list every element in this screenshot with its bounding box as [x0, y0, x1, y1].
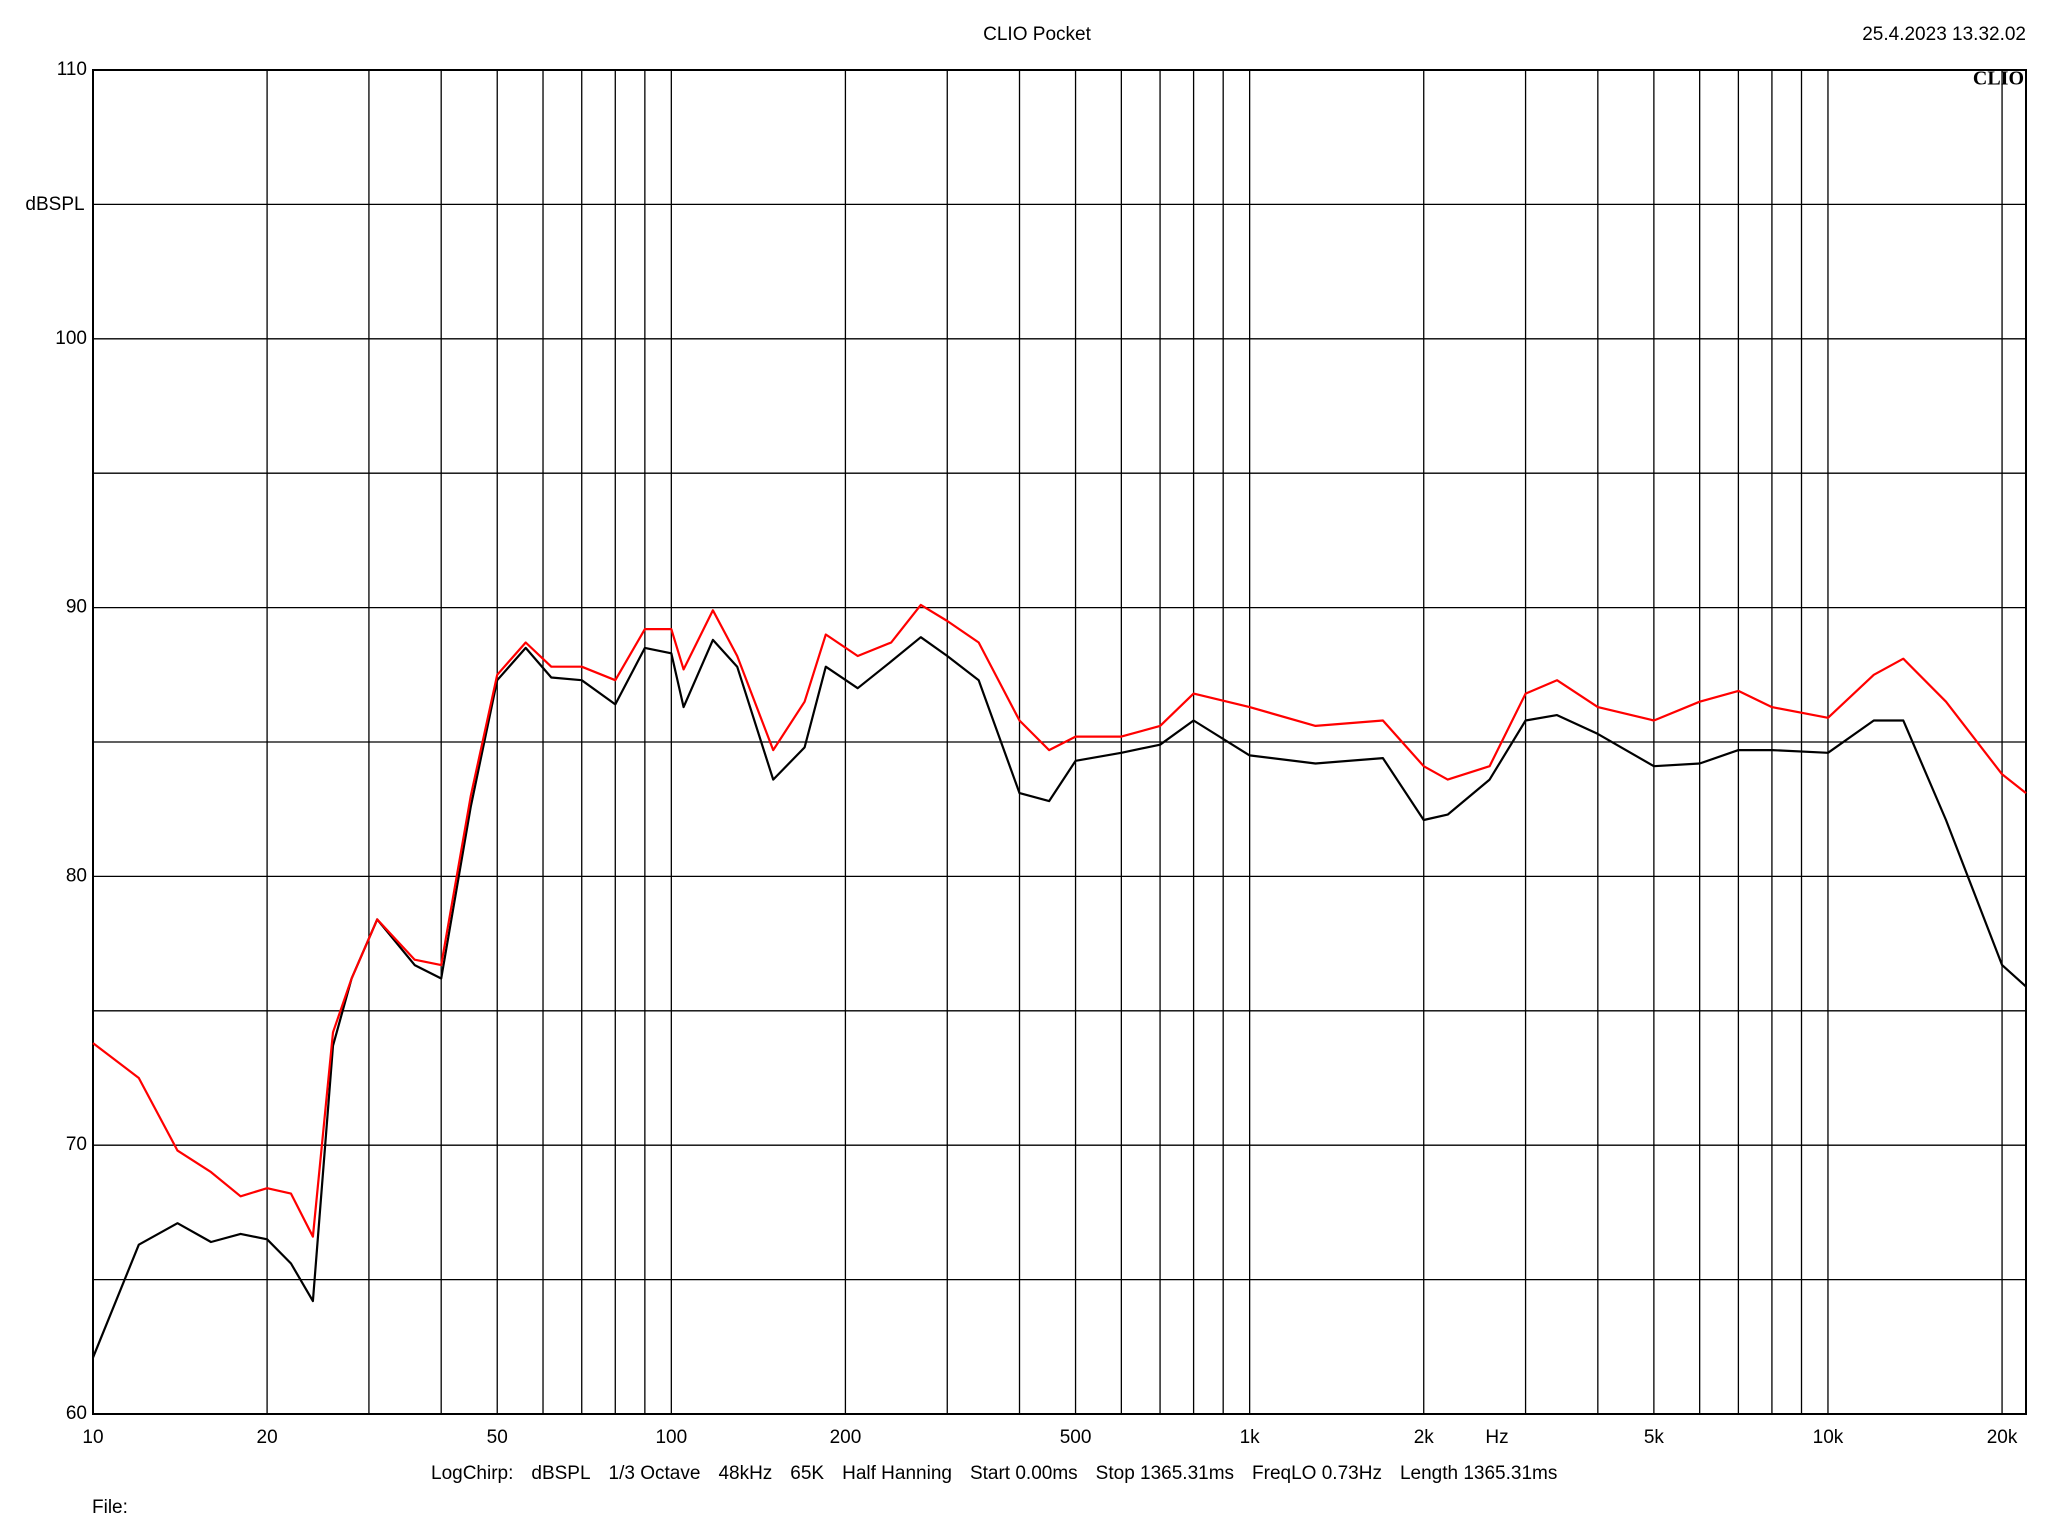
x-tick-label: 10 — [82, 1427, 103, 1448]
x-tick-label: 10k — [1813, 1427, 1844, 1448]
settings-item: 65K — [790, 1463, 824, 1484]
settings-item: 1/3 Octave — [609, 1463, 701, 1484]
y-tick-label: 70 — [66, 1134, 87, 1155]
logo: CLIO — [1973, 68, 2024, 90]
file-label: File: — [92, 1497, 128, 1518]
x-tick-label: 20 — [257, 1427, 278, 1448]
settings-item: Start 0.00ms — [970, 1463, 1078, 1484]
x-axis-label: Hz — [1485, 1427, 1508, 1448]
y-tick-label: 110 — [57, 59, 87, 80]
timestamp: 25.4.2023 13.32.02 — [1862, 24, 2026, 45]
x-tick-label: 1k — [1240, 1427, 1261, 1448]
x-tick-label: 5k — [1644, 1427, 1665, 1448]
y-tick-label: 100 — [55, 328, 87, 349]
x-tick-label: 500 — [1060, 1427, 1092, 1448]
plot-frame — [92, 69, 2027, 1415]
x-tick-label: 20k — [1987, 1427, 2018, 1448]
settings-item: LogChirp: — [431, 1463, 513, 1484]
y-axis-label: dBSPL — [25, 194, 84, 215]
settings-item: dBSPL — [531, 1463, 590, 1484]
x-tick-label: 2k — [1414, 1427, 1435, 1448]
x-tick-label: 50 — [487, 1427, 508, 1448]
y-tick-label: 80 — [66, 865, 87, 886]
x-tick-label: 100 — [655, 1427, 687, 1448]
settings-item: Half Hanning — [842, 1463, 952, 1484]
y-tick-label: 90 — [66, 597, 87, 618]
settings-item: 48kHz — [718, 1463, 772, 1484]
settings-item: Length 1365.31ms — [1400, 1463, 1557, 1484]
y-tick-label: 60 — [66, 1403, 87, 1424]
series-line — [92, 603, 2027, 1238]
settings-item: Stop 1365.31ms — [1096, 1463, 1234, 1484]
chart-title: CLIO Pocket — [983, 24, 1091, 45]
x-tick-label: 200 — [830, 1427, 862, 1448]
settings-item: FreqLO 0.73Hz — [1252, 1463, 1382, 1484]
